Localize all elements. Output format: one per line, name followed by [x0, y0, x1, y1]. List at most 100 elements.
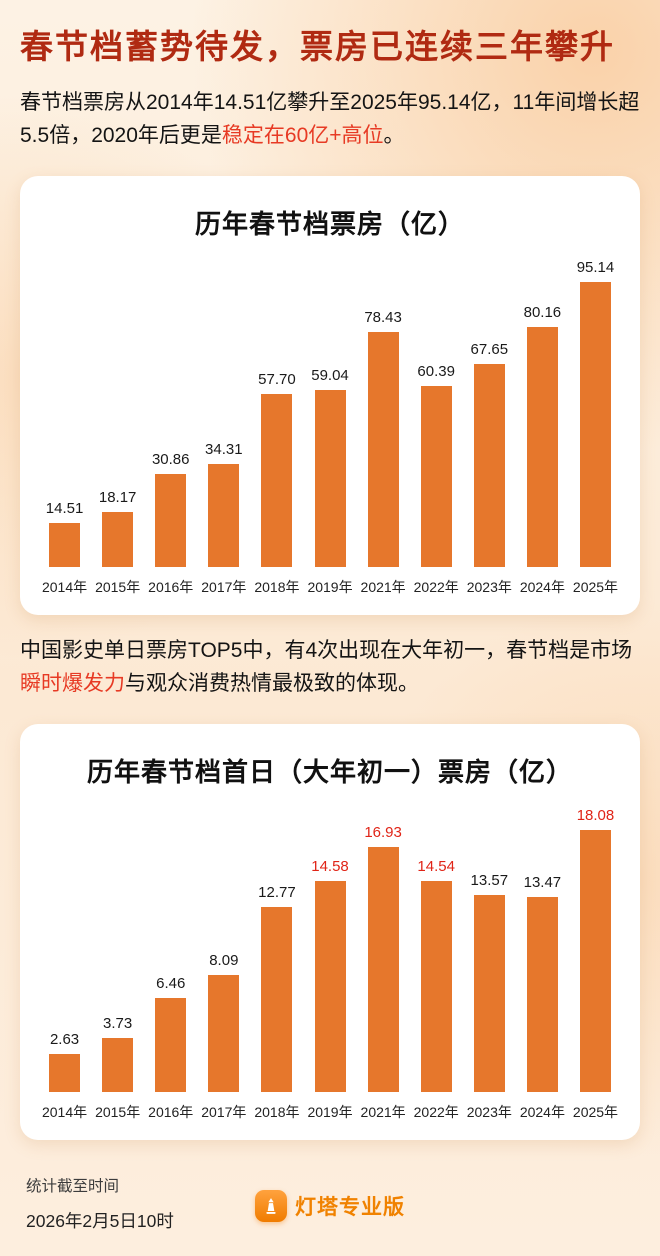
chart-card-yearly-total: 历年春节档票房（亿） 14.51 2014年 18.17 2015年 30.86 2016… — [20, 176, 640, 616]
bar-value-label: 8.09 — [209, 952, 239, 970]
x-tick-label: 2015年 — [95, 579, 141, 596]
bar-column: 13.57 2023年 — [463, 872, 516, 1122]
bar — [579, 830, 611, 1093]
bar — [526, 897, 558, 1093]
bar — [102, 1038, 134, 1093]
bar-chart-yearly-total: 14.51 2014年 18.17 2015年 30.86 2016年 34.31 2017年… — [32, 259, 628, 597]
x-tick-label: 2019年 — [307, 1104, 353, 1121]
bar-column: 18.17 2015年 — [91, 489, 144, 597]
bar-column: 2.63 2014年 — [38, 1031, 91, 1122]
bar — [473, 895, 505, 1093]
bar-value-label: 13.47 — [523, 874, 562, 892]
intro-text-pre: 春节档票房从2014年14.51亿攀升至2025年95.14亿，11年间增长超5… — [20, 91, 640, 147]
bar-column: 16.93 2021年 — [357, 824, 410, 1122]
x-tick-label: 2024年 — [519, 579, 565, 596]
bar-value-label: 14.51 — [45, 500, 84, 518]
chart-title-first-day: 历年春节档首日（大年初一）票房（亿） — [86, 757, 573, 788]
bar — [473, 364, 505, 568]
bar-value-label: 67.65 — [470, 341, 509, 359]
bar — [155, 474, 187, 568]
bar-column: 14.58 2019年 — [303, 858, 356, 1122]
bar-value-label: 34.31 — [205, 441, 243, 459]
bar-column: 57.70 2018年 — [250, 371, 303, 597]
bar-value-label: 13.57 — [470, 872, 509, 890]
chart-card-first-day: 历年春节档首日（大年初一）票房（亿） 2.63 2014年 3.73 2015年 6.4… — [20, 724, 640, 1141]
bar-value-label: 80.16 — [523, 304, 562, 322]
intro-text-post: 。 — [383, 123, 405, 147]
x-tick-label: 2014年 — [41, 1104, 88, 1121]
x-tick-label: 2023年 — [466, 1104, 512, 1121]
bar-value-label: 2.63 — [49, 1031, 80, 1049]
bar — [526, 327, 558, 568]
x-tick-label: 2022年 — [413, 579, 459, 596]
bar — [367, 332, 399, 568]
bar — [261, 907, 293, 1093]
mid-text-post: 与观众消费热情最极致的体现。 — [125, 671, 419, 695]
bar-value-label: 3.73 — [103, 1015, 133, 1033]
bar — [208, 975, 240, 1093]
bar — [420, 881, 452, 1093]
x-tick-label: 2017年 — [201, 579, 247, 596]
x-tick-label: 2019年 — [307, 579, 353, 596]
bar-value-label: 95.14 — [576, 259, 615, 277]
brand-name: 灯塔专业版 — [295, 1196, 405, 1220]
bar-column: 60.39 2022年 — [410, 363, 463, 597]
x-tick-label: 2015年 — [95, 1104, 141, 1121]
bar-column: 67.65 2023年 — [463, 341, 516, 597]
bar-value-label: 12.77 — [258, 884, 296, 902]
bar-column: 30.86 2016年 — [144, 451, 197, 597]
bar-value-label: 59.04 — [311, 367, 349, 385]
bar — [49, 1054, 81, 1093]
bar-column: 8.09 2017年 — [197, 952, 250, 1122]
x-tick-label: 2018年 — [254, 579, 300, 596]
bar-column: 13.47 2024年 — [516, 874, 569, 1122]
x-tick-label: 2016年 — [148, 579, 194, 596]
stats-cutoff-label: 统计截至时间 — [26, 1178, 120, 1196]
bar-column: 80.16 2024年 — [516, 304, 569, 597]
x-tick-label: 2016年 — [148, 1104, 194, 1121]
bar-value-label: 18.17 — [98, 489, 137, 507]
x-tick-label: 2018年 — [254, 1104, 300, 1121]
x-tick-label: 2023年 — [466, 579, 512, 596]
x-tick-label: 2021年 — [360, 579, 406, 596]
bar-value-label: 78.43 — [364, 309, 402, 327]
intro-paragraph: 春节档票房从2014年14.51亿攀升至2025年95.14亿，11年间增长超5… — [20, 87, 640, 152]
bar-column: 34.31 2017年 — [197, 441, 250, 597]
bar-value-label: 6.46 — [156, 975, 186, 993]
stats-cutoff-block: 统计截至时间 2026年2月5日10时 — [26, 1174, 634, 1233]
bar-column: 14.51 2014年 — [38, 500, 91, 597]
x-tick-label: 2025年 — [572, 579, 619, 596]
mid-text-highlight: 瞬时爆发力 — [20, 671, 125, 695]
bar — [314, 390, 346, 568]
bar — [102, 512, 134, 568]
x-tick-label: 2025年 — [572, 1104, 619, 1121]
bar-value-label: 57.70 — [258, 371, 296, 389]
mid-paragraph: 中国影史单日票房TOP5中，有4次出现在大年初一，春节档是市场瞬时爆发力与观众消… — [20, 635, 640, 700]
x-tick-label: 2021年 — [360, 1104, 406, 1121]
page-header: 春节档蓄势待发，票房已连续三年攀升 — [20, 26, 640, 67]
bar-value-label: 60.39 — [417, 363, 455, 381]
bar — [155, 998, 187, 1093]
x-tick-label: 2022年 — [413, 1104, 459, 1121]
bar — [579, 282, 611, 568]
brand-lockup: 灯塔专业版 — [255, 1190, 405, 1223]
x-tick-label: 2024年 — [519, 1104, 565, 1121]
chart-title-yearly-total: 历年春节档票房（亿） — [194, 209, 465, 240]
bar-column: 3.73 2015年 — [91, 1015, 144, 1122]
bar-value-label: 14.58 — [311, 858, 349, 876]
x-tick-label: 2014年 — [41, 579, 88, 596]
bar — [367, 847, 399, 1093]
bar-column: 95.14 2025年 — [569, 259, 622, 597]
bar-value-label: 18.08 — [576, 807, 615, 825]
bar — [49, 523, 81, 568]
bar-column: 59.04 2019年 — [303, 367, 356, 597]
bar-value-label: 16.93 — [364, 824, 402, 842]
intro-text-highlight: 稳定在60亿+高位 — [221, 123, 384, 147]
bar-column: 14.54 2022年 — [410, 858, 463, 1122]
bar-chart-first-day: 2.63 2014年 3.73 2015年 6.46 2016年 8.09 2017年 12.7… — [32, 807, 628, 1122]
bar-value-label: 30.86 — [151, 451, 190, 469]
dengta-lighthouse-logo-icon — [255, 1190, 287, 1223]
bar-column: 6.46 2016年 — [144, 975, 197, 1122]
bar — [314, 881, 346, 1093]
stats-cutoff-time: 2026年2月5日10时 — [26, 1211, 174, 1232]
